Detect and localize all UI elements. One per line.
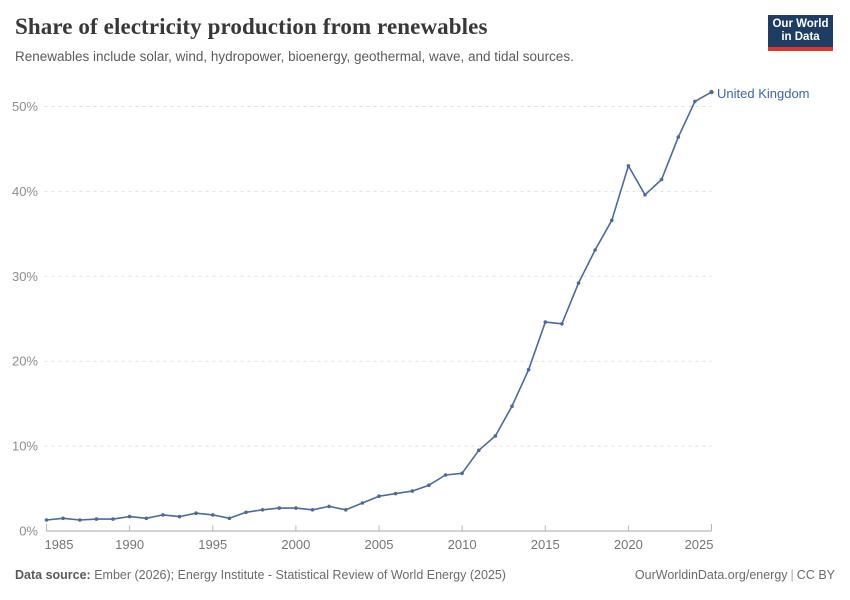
x-tick-label: 1995 bbox=[198, 537, 227, 552]
x-tick-label: 2005 bbox=[365, 537, 394, 552]
data-point[interactable] bbox=[460, 471, 464, 476]
data-point[interactable] bbox=[593, 248, 597, 252]
data-point[interactable] bbox=[161, 513, 165, 517]
data-point[interactable] bbox=[61, 516, 65, 521]
data-point[interactable] bbox=[78, 518, 82, 522]
data-point[interactable] bbox=[44, 518, 49, 522]
data-point[interactable] bbox=[344, 508, 348, 512]
y-tick-label: 40% bbox=[12, 184, 38, 199]
owid-logo[interactable]: Our World in Data bbox=[768, 15, 833, 51]
data-point[interactable] bbox=[327, 504, 331, 509]
page-title: Share of electricity production from ren… bbox=[15, 14, 488, 39]
x-tick-label: 1990 bbox=[115, 537, 144, 552]
data-point[interactable] bbox=[709, 89, 714, 95]
data-point[interactable] bbox=[144, 516, 149, 521]
data-point[interactable] bbox=[260, 508, 265, 512]
owid-logo-line2: in Data bbox=[781, 31, 820, 43]
data-point[interactable] bbox=[427, 483, 431, 488]
data-point[interactable] bbox=[693, 99, 697, 104]
data-source-text: Ember (2026); Energy Institute - Statist… bbox=[90, 568, 506, 582]
data-point[interactable] bbox=[393, 491, 398, 496]
data-point[interactable] bbox=[211, 513, 215, 517]
y-tick-label: 20% bbox=[12, 354, 38, 369]
data-point[interactable] bbox=[560, 322, 564, 326]
footer-separator: | bbox=[790, 568, 794, 582]
data-point[interactable] bbox=[643, 193, 647, 197]
footer-links: OurWorldinData.org/energy | CC BY bbox=[635, 568, 835, 582]
data-source-note: Data source: Ember (2026); Energy Instit… bbox=[15, 568, 506, 582]
data-point[interactable] bbox=[543, 320, 548, 324]
x-tick-label: 1985 bbox=[45, 537, 74, 552]
data-point[interactable] bbox=[510, 404, 514, 409]
x-tick-label: 2010 bbox=[448, 537, 477, 552]
x-tick-label: 2015 bbox=[531, 537, 560, 552]
data-point[interactable] bbox=[127, 514, 132, 519]
data-point[interactable] bbox=[244, 510, 248, 515]
owid-url-link[interactable]: OurWorldinData.org/energy bbox=[634, 568, 788, 582]
chart-footer: Data source: Ember (2026); Energy Instit… bbox=[15, 568, 835, 582]
owid-logo-line1: Our World bbox=[772, 18, 829, 30]
x-tick-label: 2000 bbox=[281, 537, 310, 552]
data-point[interactable] bbox=[493, 434, 498, 438]
data-point[interactable] bbox=[410, 489, 415, 493]
data-point[interactable] bbox=[477, 448, 481, 453]
data-point[interactable] bbox=[310, 508, 315, 512]
x-tick-label: 2025 bbox=[685, 537, 714, 552]
license-label: CC BY bbox=[796, 568, 835, 582]
y-tick-label: 10% bbox=[12, 439, 38, 454]
x-tick-label: 2020 bbox=[614, 537, 643, 552]
y-tick-label: 30% bbox=[12, 269, 38, 284]
data-point[interactable] bbox=[659, 177, 664, 182]
chart-subtitle: Renewables include solar, wind, hydropow… bbox=[15, 49, 574, 64]
data-point[interactable] bbox=[227, 516, 232, 521]
series-end-label[interactable]: United Kingdom bbox=[717, 86, 810, 101]
data-point[interactable] bbox=[177, 514, 182, 519]
y-tick-label: 50% bbox=[12, 99, 38, 114]
data-point[interactable] bbox=[194, 511, 198, 515]
data-line[interactable] bbox=[45, 91, 713, 521]
data-point[interactable] bbox=[111, 517, 115, 521]
data-point[interactable] bbox=[443, 473, 448, 477]
data-point[interactable] bbox=[610, 218, 614, 223]
data-point[interactable] bbox=[294, 506, 298, 510]
data-point[interactable] bbox=[576, 281, 581, 285]
data-point[interactable] bbox=[377, 494, 381, 499]
data-point[interactable] bbox=[94, 517, 99, 521]
data-point[interactable] bbox=[526, 367, 531, 372]
y-tick-label: 0% bbox=[19, 524, 38, 539]
data-source-label: Data source: bbox=[15, 568, 91, 582]
data-point[interactable] bbox=[676, 135, 681, 139]
data-point[interactable] bbox=[360, 501, 365, 505]
data-point[interactable] bbox=[626, 164, 631, 168]
data-point[interactable] bbox=[277, 506, 282, 510]
